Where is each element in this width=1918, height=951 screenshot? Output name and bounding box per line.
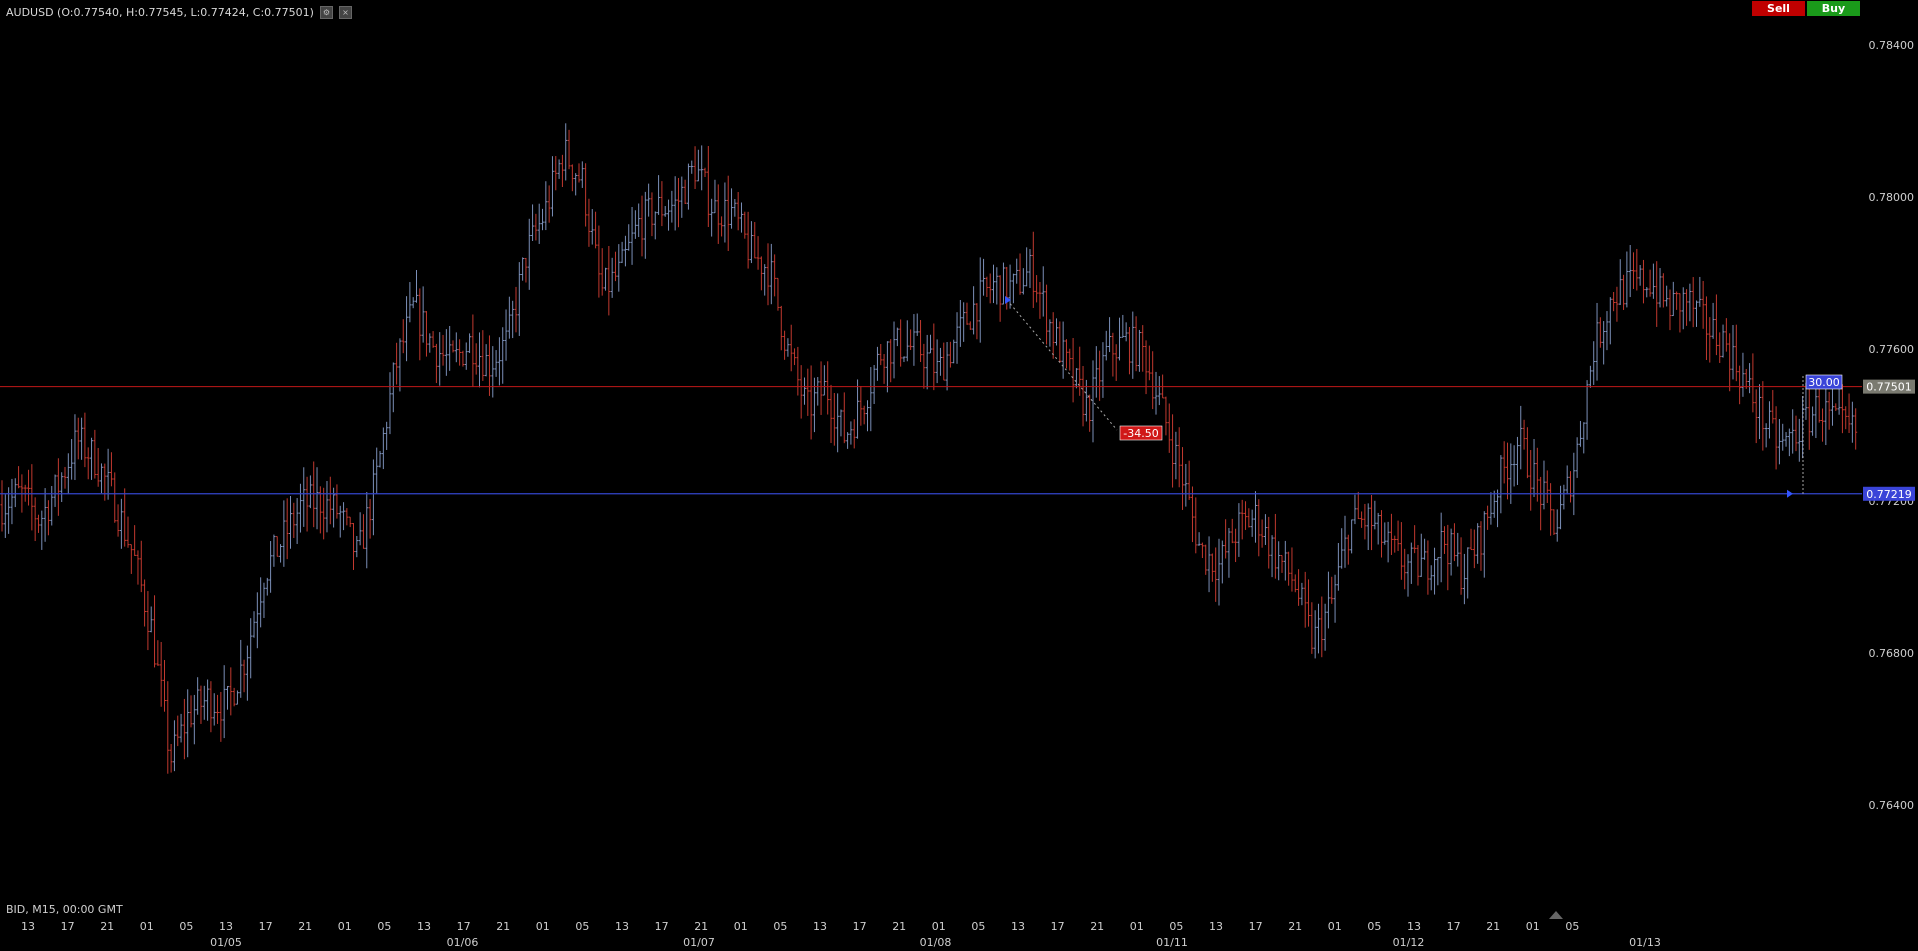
- buy-button[interactable]: Buy: [1807, 1, 1860, 16]
- time-hour-label: 21: [100, 920, 114, 933]
- price-tick-label: 0.76800: [1869, 647, 1915, 660]
- time-hour-label: 01: [1328, 920, 1342, 933]
- price-badges: 0.77501 0.77219 -34.50 30.00: [1005, 296, 1915, 501]
- time-hour-label: 13: [1011, 920, 1025, 933]
- time-hour-label: 05: [377, 920, 391, 933]
- time-hour-label: 17: [1249, 920, 1263, 933]
- time-hour-label: 01: [932, 920, 946, 933]
- time-hour-label: 17: [1051, 920, 1065, 933]
- time-hour-label: 13: [1209, 920, 1223, 933]
- time-hour-label: 21: [694, 920, 708, 933]
- time-hour-label: 21: [1288, 920, 1302, 933]
- time-hour-label: 21: [892, 920, 906, 933]
- time-axis: 13 17 21 01 05 13 17 21 01 05 13 17 21 01 05 13 17 21 01 05…: [21, 920, 1661, 949]
- loss-annotation-badge[interactable]: [1119, 425, 1163, 441]
- sell-button[interactable]: Sell: [1752, 1, 1805, 16]
- time-hour-label: 13: [21, 920, 35, 933]
- time-hour-label: 05: [773, 920, 787, 933]
- time-day-label: 01/08: [920, 936, 952, 949]
- time-hour-label: 17: [1447, 920, 1461, 933]
- feed-label: BID, M15, 00:00 GMT: [6, 903, 123, 916]
- loss-annotation-text: -34.50: [1123, 427, 1158, 440]
- time-hour-label: 13: [615, 920, 629, 933]
- time-hour-label: 05: [1367, 920, 1381, 933]
- level-price-badge-text: 0.77219: [1866, 488, 1912, 501]
- price-tick-label: 0.78000: [1869, 191, 1915, 204]
- time-hour-label: 05: [179, 920, 193, 933]
- level-price-badge: [1863, 486, 1915, 501]
- time-hour-label: 01: [1526, 920, 1540, 933]
- time-day-label: 01/13: [1629, 936, 1661, 949]
- time-hour-label: 13: [219, 920, 233, 933]
- close-icon[interactable]: ×: [338, 6, 352, 19]
- time-day-label: 01/12: [1393, 936, 1425, 949]
- candlestick-series: [0, 123, 1858, 774]
- time-hour-label: 17: [457, 920, 471, 933]
- last-price-badge: [1863, 379, 1915, 394]
- price-tick-label: 0.77600: [1869, 343, 1915, 356]
- trade-connector-line: [1006, 299, 1118, 431]
- time-hour-label: 01: [734, 920, 748, 933]
- time-hour-label: 05: [1169, 920, 1183, 933]
- time-hour-label: 01: [1130, 920, 1144, 933]
- time-day-label: 01/11: [1156, 936, 1188, 949]
- time-day-label: 01/06: [447, 936, 479, 949]
- time-hour-label: 05: [575, 920, 589, 933]
- last-price-badge-text: 0.77501: [1866, 381, 1912, 394]
- time-hour-label: 13: [417, 920, 431, 933]
- time-day-label: 01/05: [210, 936, 242, 949]
- time-hour-label: 21: [1486, 920, 1500, 933]
- settings-icon[interactable]: ⚙: [319, 6, 333, 19]
- price-axis: 0.784000.780000.776000.772000.768000.764…: [1869, 39, 1915, 812]
- scroll-marker-icon[interactable]: [1549, 911, 1563, 919]
- profit-annotation-badge[interactable]: [1805, 374, 1843, 390]
- time-hour-label: 05: [971, 920, 985, 933]
- time-hour-label: 01: [536, 920, 550, 933]
- time-hour-label: 21: [298, 920, 312, 933]
- time-hour-label: 17: [61, 920, 75, 933]
- time-hour-label: 21: [1090, 920, 1104, 933]
- price-tick-label: 0.78400: [1869, 39, 1915, 52]
- trade-entry-arrow-icon: [1787, 489, 1793, 498]
- price-tick-label: 0.76400: [1869, 799, 1915, 812]
- time-hour-label: 13: [1407, 920, 1421, 933]
- symbol-ohlc-label: AUDUSD (O:0.77540, H:0.77545, L:0.77424,…: [6, 6, 314, 19]
- time-hour-label: 01: [338, 920, 352, 933]
- time-hour-label: 17: [259, 920, 273, 933]
- time-hour-label: 17: [853, 920, 867, 933]
- trade-entry-arrow-icon: [1005, 296, 1011, 304]
- time-hour-label: 13: [813, 920, 827, 933]
- time-hour-label: 01: [140, 920, 154, 933]
- time-hour-label: 21: [496, 920, 510, 933]
- profit-annotation-text: 30.00: [1808, 376, 1840, 389]
- time-hour-label: 17: [655, 920, 669, 933]
- time-day-label: 01/07: [683, 936, 715, 949]
- chart-header: AUDUSD (O:0.77540, H:0.77545, L:0.77424,…: [6, 6, 352, 19]
- time-hour-label: 05: [1565, 920, 1579, 933]
